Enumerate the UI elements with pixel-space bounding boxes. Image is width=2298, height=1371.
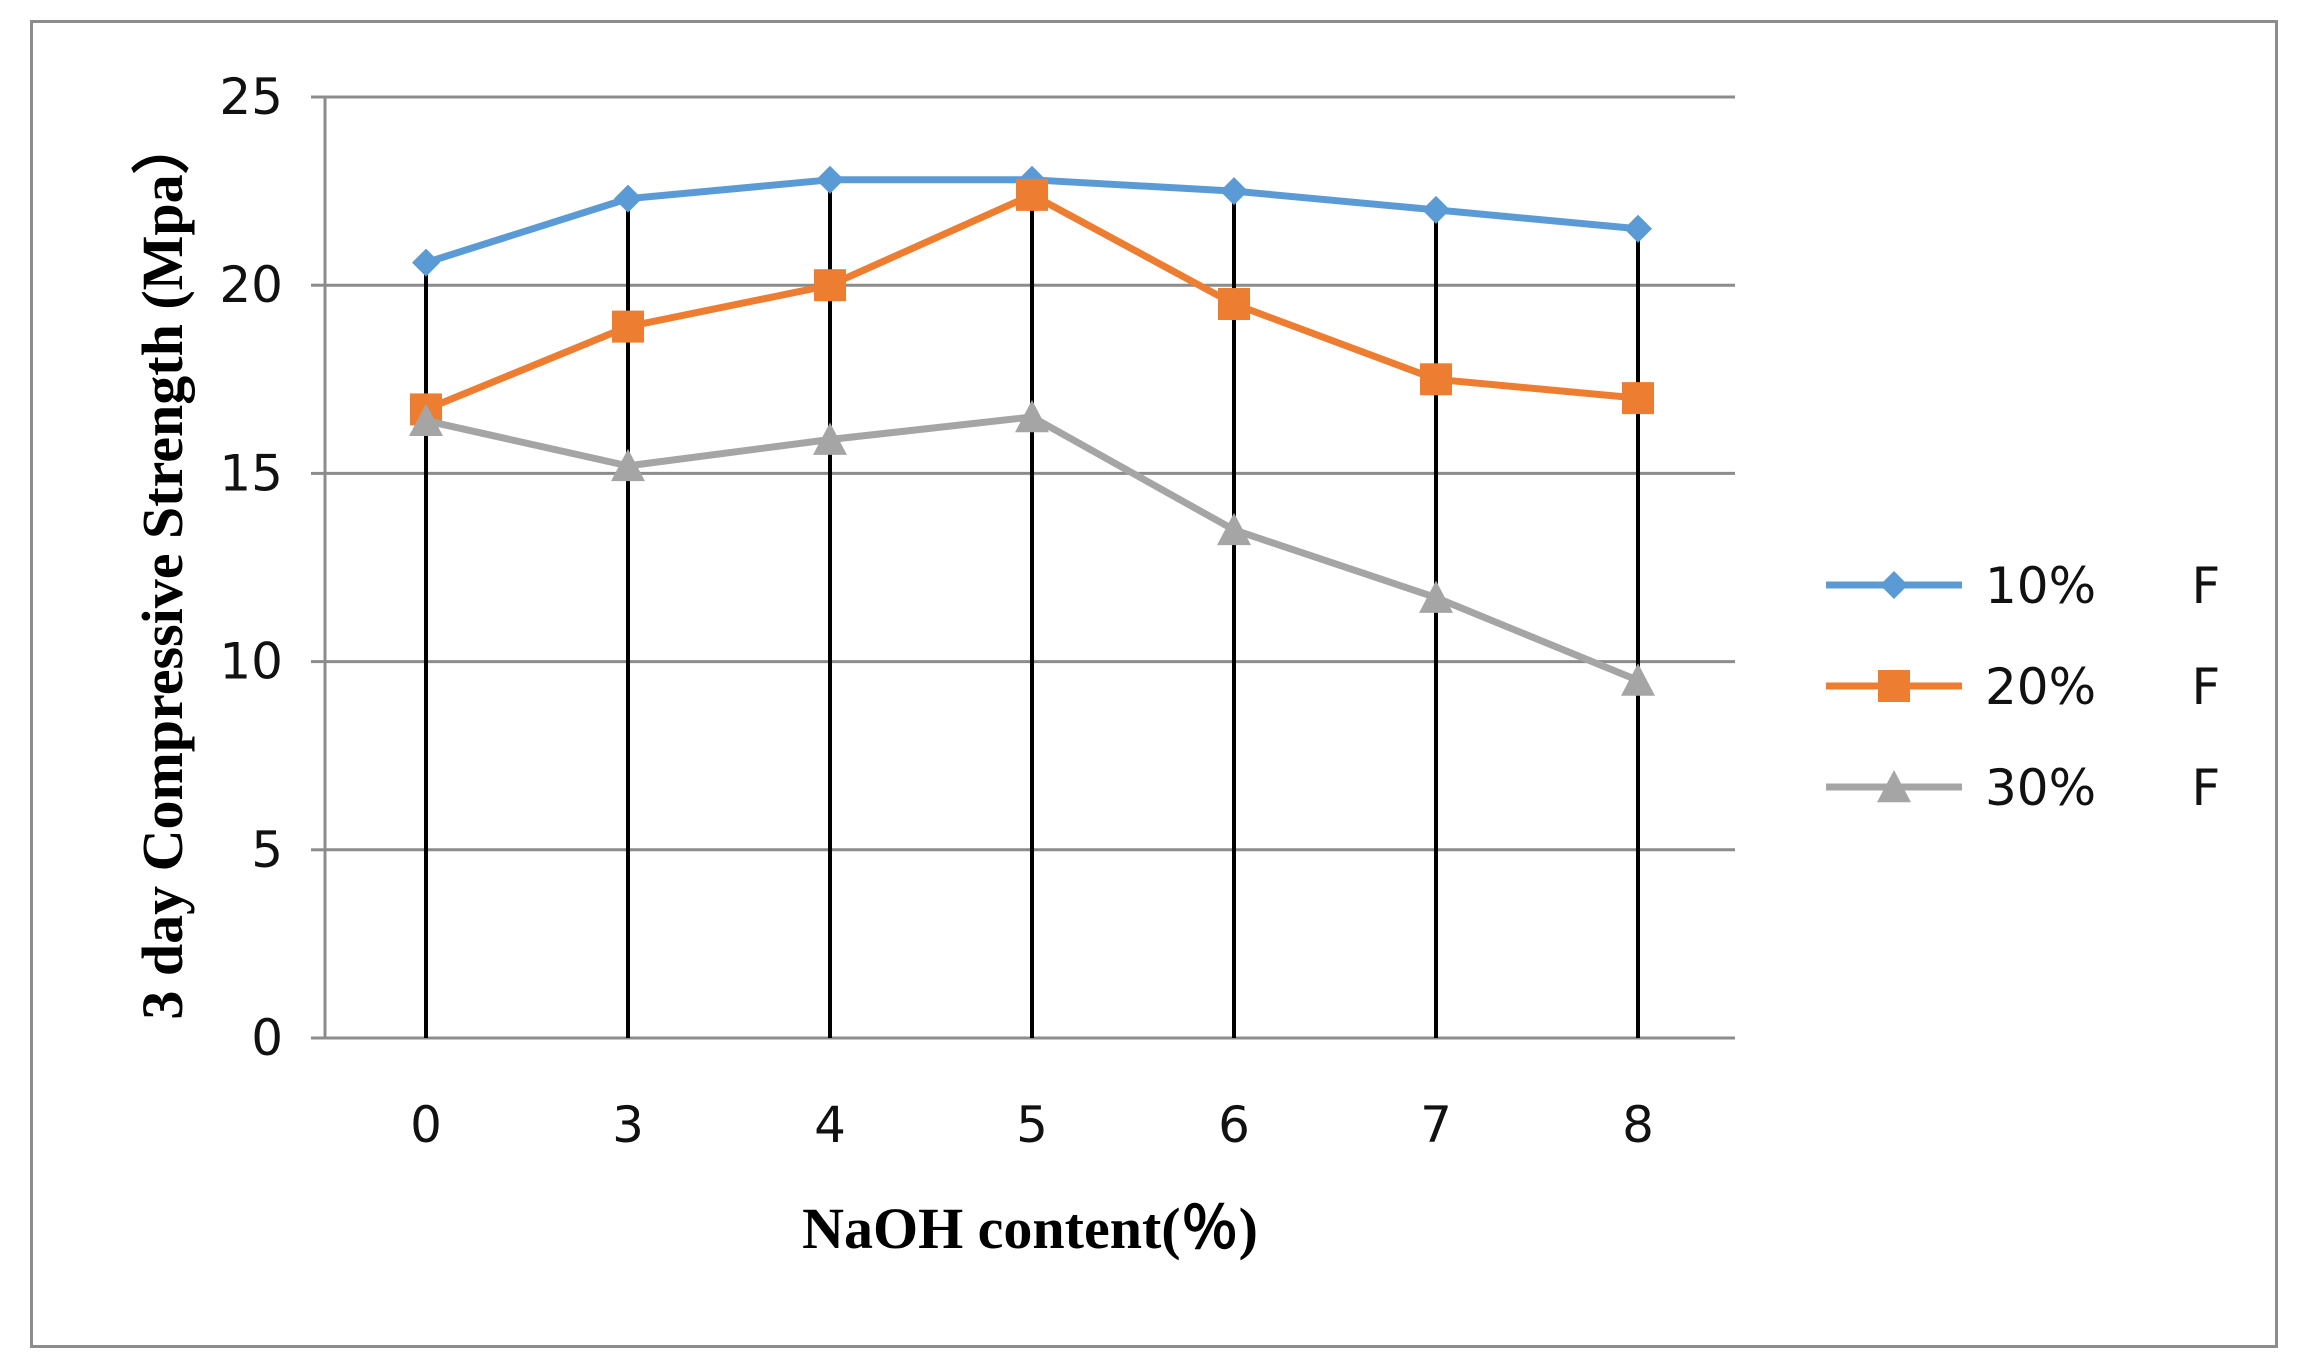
x-tick-label: 3: [612, 1096, 644, 1154]
data-point-series-1: [1624, 214, 1652, 243]
data-point-series-3: [1419, 580, 1453, 613]
data-point-series-1: [1220, 177, 1248, 206]
x-tick-label: 0: [410, 1096, 442, 1154]
x-tick-label: 6: [1218, 1096, 1250, 1154]
legend-marker-3: [1877, 770, 1911, 803]
legend-label-1: 10% F: [1985, 557, 2220, 615]
data-point-series-2: [1622, 382, 1654, 415]
data-point-series-3: [1217, 512, 1251, 546]
legend-marker-1: [1880, 571, 1908, 599]
data-point-series-3: [611, 448, 645, 482]
y-tick-label: 5: [251, 821, 283, 879]
data-point-series-2: [814, 269, 846, 302]
data-point-series-3: [409, 403, 443, 437]
x-tick-label: 8: [1622, 1096, 1654, 1154]
x-axis-title: NaOH content(％): [802, 1196, 1258, 1261]
x-tick-label: 5: [1016, 1096, 1048, 1154]
x-tick-label: 7: [1420, 1096, 1452, 1154]
data-point-series-1: [1422, 195, 1450, 224]
data-point-series-1: [614, 184, 642, 213]
y-tick-label: 0: [251, 1009, 283, 1067]
data-point-series-2: [1016, 178, 1048, 211]
legend-label-3: 30% F: [1985, 759, 2220, 817]
data-point-series-3: [1015, 399, 1049, 433]
y-tick-label: 20: [219, 256, 283, 314]
data-point-series-1: [412, 248, 440, 277]
legend-label-2: 20% F: [1985, 658, 2220, 716]
data-point-series-3: [813, 422, 847, 455]
y-tick-label: 25: [219, 68, 283, 126]
data-point-series-3: [1621, 663, 1655, 696]
data-point-series-1: [816, 165, 844, 194]
legend-marker-2: [1878, 670, 1910, 702]
y-tick-label: 10: [219, 633, 283, 691]
data-point-series-2: [612, 310, 644, 343]
y-tick-label: 15: [219, 444, 283, 502]
data-point-series-2: [1218, 288, 1250, 321]
x-tick-label: 4: [814, 1096, 846, 1154]
data-point-series-2: [1420, 363, 1452, 396]
y-axis-title: 3 day Compressive Strength (Mpa）: [130, 116, 195, 1019]
